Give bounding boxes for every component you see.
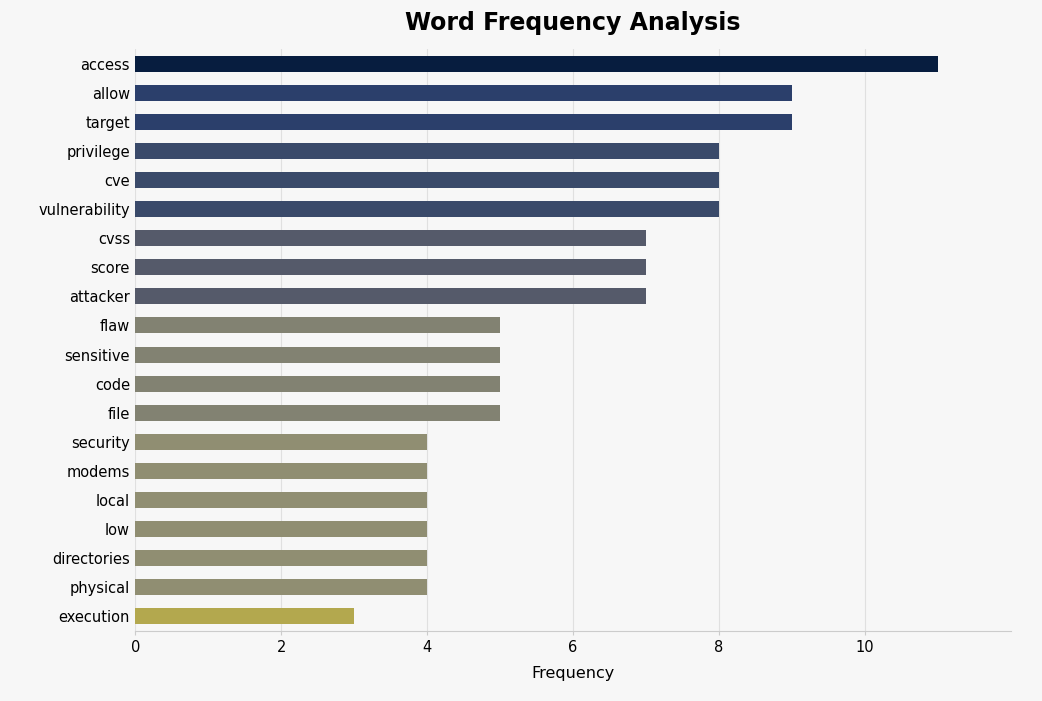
Bar — [135, 55, 938, 72]
Bar — [135, 230, 646, 246]
Bar — [135, 579, 427, 595]
Bar — [135, 318, 500, 334]
Bar — [135, 143, 719, 159]
Bar — [135, 259, 646, 275]
Bar — [135, 550, 427, 566]
Bar — [135, 201, 719, 217]
Bar — [135, 376, 500, 392]
Title: Word Frequency Analysis: Word Frequency Analysis — [405, 11, 741, 34]
Bar — [135, 85, 792, 101]
Bar — [135, 608, 354, 625]
Bar — [135, 434, 427, 450]
Bar — [135, 404, 500, 421]
Bar — [135, 463, 427, 479]
X-axis label: Frequency: Frequency — [531, 666, 615, 681]
Bar — [135, 521, 427, 537]
Bar — [135, 346, 500, 362]
Bar — [135, 172, 719, 188]
Bar — [135, 114, 792, 130]
Bar — [135, 288, 646, 304]
Bar — [135, 492, 427, 508]
